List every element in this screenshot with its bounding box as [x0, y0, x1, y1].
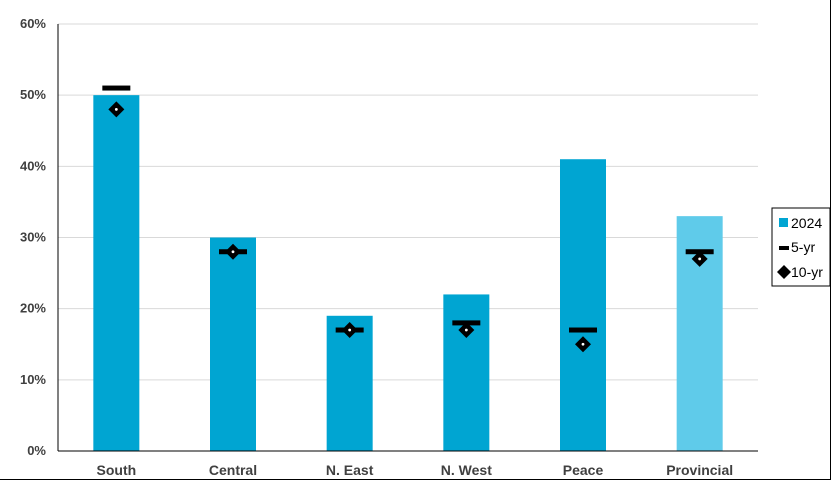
marker-5yr	[569, 327, 597, 333]
marker-5yr	[102, 85, 131, 91]
y-tick-label: 20%	[20, 301, 46, 316]
legend-swatch-2024	[779, 218, 788, 227]
gridlines	[58, 23, 758, 381]
legend-label-2024: 2024	[791, 215, 822, 231]
x-tick-label: N. East	[326, 462, 374, 478]
bars-2024	[93, 95, 723, 452]
x-tick-label: Central	[209, 462, 257, 478]
legend: 2024 5-yr 10-yr	[771, 207, 831, 287]
bar-central	[210, 237, 256, 451]
x-tick-label: Peace	[563, 462, 604, 478]
y-tick-label: 40%	[20, 158, 46, 173]
bar-n-west	[443, 294, 490, 451]
y-tick-label: 10%	[20, 372, 46, 387]
y-tick-label: 60%	[20, 16, 46, 31]
bar-n-east	[326, 315, 373, 451]
legend-label-10yr: 10-yr	[791, 264, 823, 280]
x-tick-label: Provincial	[666, 462, 733, 478]
bar-peace	[560, 159, 606, 451]
x-tick-label: N. West	[441, 462, 492, 478]
marker-10yr-center	[114, 108, 118, 111]
marker-10yr-center	[581, 342, 585, 346]
markers-10yr	[108, 101, 708, 353]
y-tick-label: 0%	[27, 443, 46, 458]
legend-swatch-5yr	[779, 246, 789, 250]
legend-swatch-10yr	[777, 265, 791, 279]
bar-south	[93, 95, 140, 452]
markers-5yr	[102, 85, 714, 333]
marker-10yr-center	[231, 250, 235, 254]
marker-10yr-center	[698, 257, 702, 261]
marker-10yr-center	[348, 328, 352, 332]
legend-label-5yr: 5-yr	[791, 239, 815, 255]
y-axis: 0% 10% 20% 30% 40% 50% 60%	[20, 16, 59, 458]
x-axis: South Central N. East N. West Peace Provincia…	[58, 450, 758, 478]
y-tick-label: 30%	[20, 230, 46, 245]
marker-10yr-center	[464, 328, 468, 332]
y-tick-label: 50%	[20, 87, 46, 102]
x-tick-label: South	[97, 462, 137, 478]
